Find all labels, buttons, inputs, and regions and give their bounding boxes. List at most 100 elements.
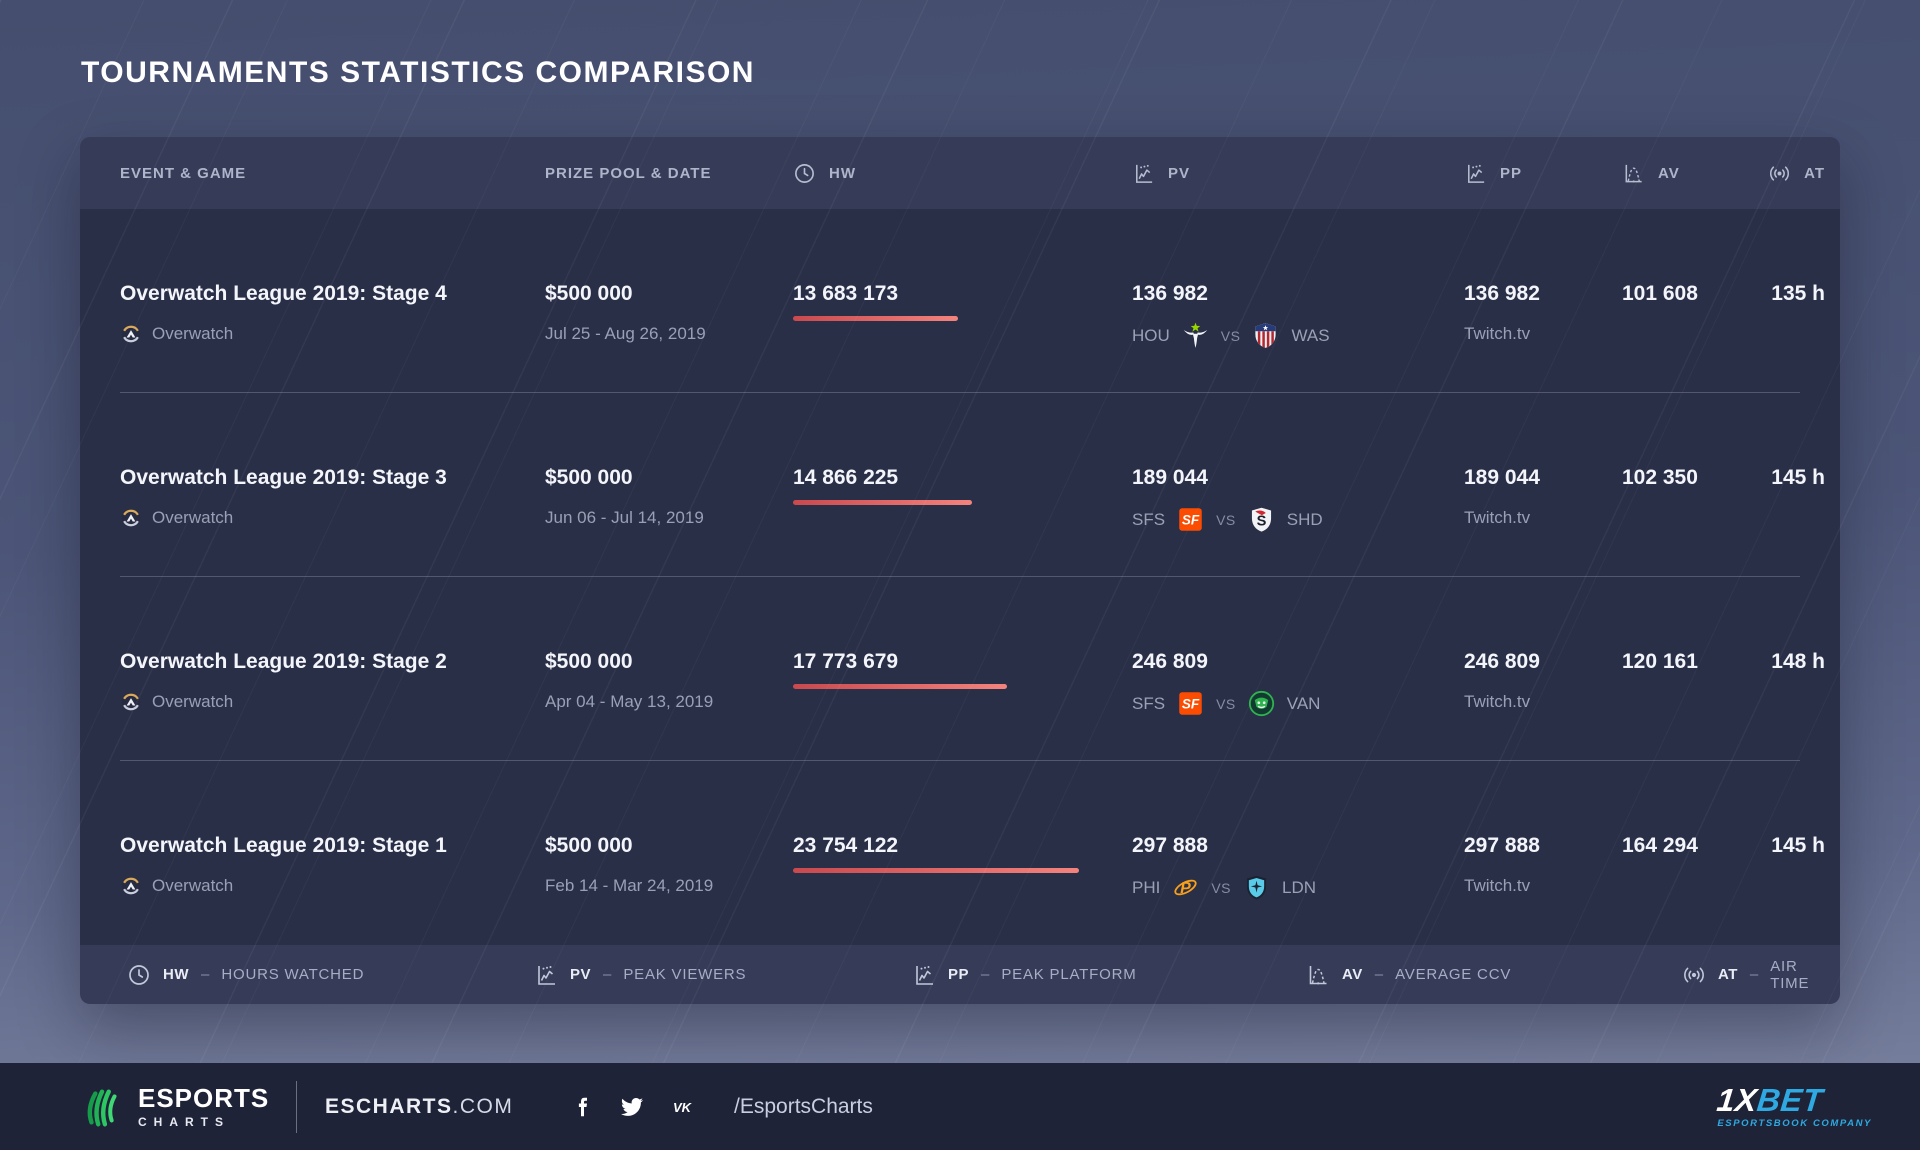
event-title[interactable]: Overwatch League 2019: Stage 4 bbox=[120, 282, 447, 305]
legend-label: PEAK VIEWERS bbox=[623, 966, 747, 983]
air-time-cell: 135 h bbox=[1740, 209, 1825, 307]
game-name: Overwatch bbox=[152, 508, 234, 527]
sf-shock-logo-icon bbox=[1177, 690, 1204, 717]
legend-label: AIR TIME bbox=[1770, 957, 1810, 992]
page-title: TOURNAMENTS STATISTICS COMPARISON bbox=[81, 56, 755, 89]
table-row: Overwatch League 2019: Stage 4 Overwatch… bbox=[80, 209, 1840, 393]
peak-platform-cell: 189 044 Twitch.tv bbox=[1464, 393, 1622, 530]
event-title[interactable]: Overwatch League 2019: Stage 2 bbox=[120, 650, 447, 673]
average-ccv-cell: 102 350 bbox=[1622, 393, 1740, 491]
legend-abbr: PV bbox=[570, 966, 592, 983]
game-name: Overwatch bbox=[152, 324, 234, 343]
prize-pool: $500 000 bbox=[545, 466, 633, 489]
event-date: Jun 06 - Jul 14, 2019 bbox=[545, 508, 704, 527]
sponsor-1xbet-logo[interactable]: 1XBET ESPORTSBOOK COMPANY bbox=[1715, 1081, 1872, 1129]
game-name: Overwatch bbox=[152, 876, 234, 895]
air-time-cell: 148 h bbox=[1740, 577, 1825, 675]
column-header-pv: PV bbox=[1132, 162, 1464, 185]
air-time-value: 145 h bbox=[1771, 466, 1825, 489]
column-header-hw-label: HW bbox=[829, 164, 856, 182]
philadelphia-fusion-logo-icon bbox=[1172, 874, 1199, 901]
line-chart-icon bbox=[1132, 162, 1155, 185]
sponsor-tagline: ESPORTSBOOK COMPANY bbox=[1717, 1117, 1872, 1129]
legend-dash: – bbox=[603, 966, 612, 983]
hours-watched-bar bbox=[793, 684, 1007, 689]
london-spitfire-logo-icon bbox=[1243, 874, 1270, 901]
brand-sub: CHARTS bbox=[138, 1114, 230, 1129]
average-ccv-value: 164 294 bbox=[1622, 834, 1698, 857]
team2-code: SHD bbox=[1286, 509, 1323, 529]
broadcast-icon bbox=[1768, 162, 1791, 185]
bell-curve-icon bbox=[1622, 162, 1645, 185]
team2-code: WAS bbox=[1291, 325, 1330, 345]
overwatch-game-icon bbox=[120, 507, 142, 529]
team1-code: SFS bbox=[1132, 693, 1166, 713]
vs-label: VS bbox=[1211, 879, 1232, 896]
facebook-icon[interactable] bbox=[570, 1095, 594, 1119]
twitter-icon[interactable] bbox=[620, 1095, 644, 1119]
peak-viewers-value: 297 888 bbox=[1132, 834, 1208, 857]
event-cell: Overwatch League 2019: Stage 4 Overwatch bbox=[120, 209, 545, 346]
prize-pool: $500 000 bbox=[545, 282, 633, 305]
vk-icon[interactable] bbox=[670, 1095, 694, 1119]
line-chart-icon bbox=[912, 963, 936, 987]
legend-av: AV – AVERAGE CCV bbox=[1306, 945, 1511, 1004]
prize-cell: $500 000 Jun 06 - Jul 14, 2019 bbox=[545, 393, 793, 530]
average-ccv-value: 102 350 bbox=[1622, 466, 1698, 489]
air-time-value: 145 h bbox=[1771, 834, 1825, 857]
legend-dash: – bbox=[981, 966, 990, 983]
bell-curve-icon bbox=[1306, 963, 1330, 987]
washington-justice-logo-icon bbox=[1252, 322, 1279, 349]
sf-shock-logo-icon bbox=[1177, 506, 1204, 533]
hours-watched-value: 13 683 173 bbox=[793, 282, 899, 305]
shanghai-dragons-logo-icon bbox=[1248, 506, 1275, 533]
legend-pv: PV – PEAK VIEWERS bbox=[534, 945, 746, 1004]
vs-label: VS bbox=[1216, 695, 1236, 712]
legend-label: AVERAGE CCV bbox=[1395, 966, 1512, 983]
team1-code: HOU bbox=[1132, 325, 1170, 345]
legend-abbr: HW bbox=[163, 966, 189, 983]
event-date: Jul 25 - Aug 26, 2019 bbox=[545, 324, 706, 343]
site-name: ESCHARTS bbox=[325, 1094, 453, 1118]
clock-icon bbox=[127, 963, 151, 987]
air-time-cell: 145 h bbox=[1740, 393, 1825, 491]
peak-platform-value: 246 809 bbox=[1464, 650, 1540, 673]
footer-divider bbox=[296, 1080, 297, 1133]
hours-watched-bar bbox=[793, 500, 972, 505]
table-header: EVENT & GAME PRIZE POOL & DATE HW PV PP … bbox=[80, 137, 1840, 209]
prize-cell: $500 000 Feb 14 - Mar 24, 2019 bbox=[545, 761, 793, 898]
peak-viewers-value: 136 982 bbox=[1132, 282, 1208, 305]
legend-dash: – bbox=[1374, 966, 1384, 983]
peak-platform-value: 136 982 bbox=[1464, 282, 1540, 305]
overwatch-game-icon bbox=[120, 875, 142, 897]
platform-name: Twitch.tv bbox=[1464, 324, 1531, 343]
table-row: Overwatch League 2019: Stage 2 Overwatch… bbox=[80, 577, 1840, 761]
tournaments-table: EVENT & GAME PRIZE POOL & DATE HW PV PP … bbox=[80, 137, 1840, 1004]
peak-platform-cell: 136 982 Twitch.tv bbox=[1464, 209, 1622, 346]
event-cell: Overwatch League 2019: Stage 3 Overwatch bbox=[120, 393, 545, 530]
legend-pp: PP – PEAK PLATFORM bbox=[912, 945, 1137, 1004]
hours-watched-bar bbox=[793, 316, 958, 321]
sponsor-part2: BET bbox=[1755, 1081, 1825, 1118]
site-link[interactable]: ESCHARTS.COM bbox=[325, 1095, 513, 1119]
peak-platform-cell: 246 809 Twitch.tv bbox=[1464, 577, 1622, 714]
event-title[interactable]: Overwatch League 2019: Stage 3 bbox=[120, 466, 447, 489]
peak-viewers-cell: 136 982 HOU VS WAS bbox=[1132, 209, 1464, 349]
legend-abbr: AV bbox=[1342, 966, 1363, 983]
legend-hw: HW – HOURS WATCHED bbox=[127, 945, 364, 1004]
legend-abbr: AT bbox=[1718, 966, 1738, 983]
line-chart-icon bbox=[1464, 162, 1487, 185]
legend-dash: – bbox=[201, 966, 210, 983]
column-header-prize-label: PRIZE POOL & DATE bbox=[545, 164, 712, 182]
clock-icon bbox=[793, 162, 816, 185]
table-row: Overwatch League 2019: Stage 1 Overwatch… bbox=[80, 761, 1840, 945]
event-title[interactable]: Overwatch League 2019: Stage 1 bbox=[120, 834, 447, 857]
peak-viewers-value: 189 044 bbox=[1132, 466, 1208, 489]
prize-pool: $500 000 bbox=[545, 834, 633, 857]
prize-pool: $500 000 bbox=[545, 650, 633, 673]
broadcast-icon bbox=[1682, 963, 1706, 987]
game-name: Overwatch bbox=[152, 692, 234, 711]
peak-viewers-cell: 189 044 SFS VS SHD bbox=[1132, 393, 1464, 533]
social-handle[interactable]: /EsportsCharts bbox=[734, 1094, 873, 1118]
table-row: Overwatch League 2019: Stage 3 Overwatch… bbox=[80, 393, 1840, 577]
